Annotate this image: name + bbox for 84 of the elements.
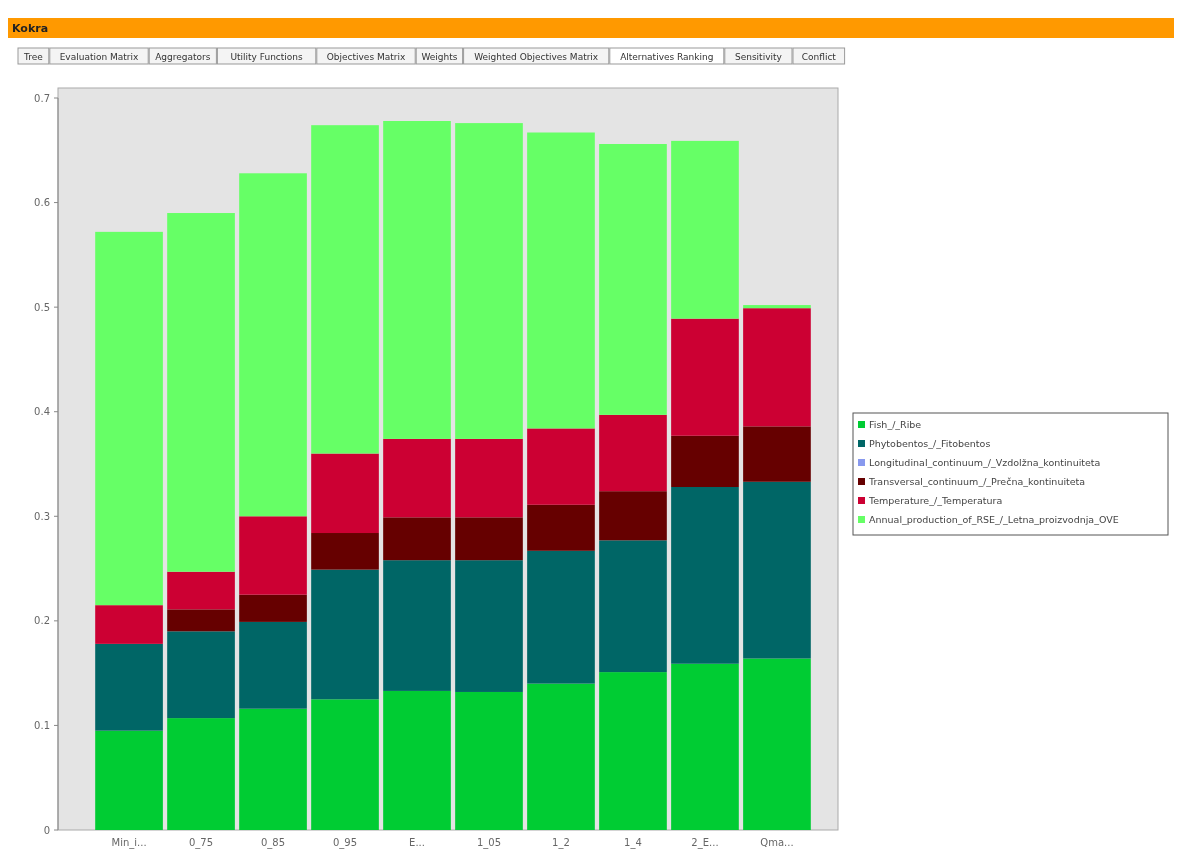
text: Utility Functions bbox=[230, 51, 304, 62]
bar bbox=[311, 125, 379, 454]
bar bbox=[239, 516, 307, 595]
bar bbox=[311, 453, 379, 534]
bar bbox=[599, 672, 667, 830]
bar bbox=[599, 144, 667, 415]
bar bbox=[671, 140, 739, 319]
bar bbox=[671, 487, 739, 664]
y-tick-label: 0.7 bbox=[34, 92, 50, 104]
bar bbox=[167, 631, 235, 719]
bar bbox=[239, 594, 307, 622]
bar bbox=[239, 621, 307, 709]
y-tick-label: 0.1 bbox=[34, 719, 50, 731]
bar bbox=[527, 428, 595, 505]
x-tick-label: 1_4 bbox=[624, 837, 642, 849]
bar bbox=[311, 533, 379, 570]
chart-title: Kokra bbox=[12, 22, 49, 35]
y-tick-label: 0.3 bbox=[34, 510, 50, 522]
bar bbox=[95, 231, 163, 606]
legend-label: Transversal_continuum_/_Prečna_kontinuiteta bbox=[868, 476, 1086, 487]
bar bbox=[455, 691, 523, 830]
legend-label: Phytobentos_/_Fitobentos bbox=[869, 438, 991, 449]
y-tick-label: 0.6 bbox=[34, 197, 50, 209]
bar bbox=[95, 730, 163, 830]
bar bbox=[743, 658, 811, 830]
bar bbox=[311, 569, 379, 700]
text: Aggregators bbox=[155, 51, 211, 62]
bar bbox=[599, 540, 667, 673]
text: Tree bbox=[23, 51, 44, 62]
bar bbox=[527, 504, 595, 551]
bar bbox=[743, 308, 811, 427]
bar bbox=[383, 438, 451, 518]
legend-label: Annual_production_of_RSE_/_Letna_proizvodnja_OVE bbox=[869, 514, 1119, 525]
legend-label: Temperature_/_Temperatura bbox=[868, 495, 1003, 506]
y-tick-label: 0.2 bbox=[34, 615, 50, 627]
x-tick-label: 2_E... bbox=[691, 837, 719, 849]
text: Conflict bbox=[801, 51, 837, 62]
text: Alternatives Ranking bbox=[620, 51, 714, 62]
text: Weighted Objectives Matrix bbox=[474, 51, 599, 62]
x-tick-label: 0_95 bbox=[332, 837, 358, 849]
bar bbox=[671, 318, 739, 436]
bar bbox=[95, 605, 163, 644]
bar bbox=[599, 491, 667, 541]
x-tick-label: 1_2 bbox=[552, 837, 570, 849]
y-tick-label: 0.4 bbox=[34, 406, 50, 418]
bar bbox=[95, 643, 163, 731]
text: Evaluation Matrix bbox=[59, 51, 140, 62]
bar bbox=[383, 690, 451, 830]
x-tick-label: 0_75 bbox=[188, 837, 214, 849]
bar bbox=[527, 550, 595, 684]
text: Weights bbox=[421, 51, 458, 62]
bar bbox=[311, 699, 379, 830]
bar bbox=[455, 517, 523, 561]
x-tick-label: E... bbox=[409, 837, 425, 848]
text: Sensitivity bbox=[734, 51, 783, 62]
legend-label: Longitudinal_continuum_/_Vzdolžna_kontinuiteta bbox=[869, 457, 1101, 468]
bar bbox=[455, 438, 523, 518]
bar bbox=[455, 560, 523, 692]
y-tick-label: 0 bbox=[43, 824, 50, 836]
bar bbox=[383, 560, 451, 691]
bar bbox=[383, 517, 451, 561]
bar bbox=[671, 435, 739, 488]
bar bbox=[527, 132, 595, 429]
bar bbox=[527, 683, 595, 830]
x-tick-label: Qma... bbox=[760, 837, 794, 848]
bar bbox=[743, 305, 811, 309]
bar bbox=[167, 213, 235, 572]
bar bbox=[167, 609, 235, 632]
x-tick-label: Min_i... bbox=[111, 837, 147, 849]
bar bbox=[167, 718, 235, 830]
bar bbox=[743, 481, 811, 659]
legend-label: Fish_/_Ribe bbox=[869, 419, 922, 430]
y-tick-label: 0.5 bbox=[34, 301, 50, 313]
bar bbox=[383, 121, 451, 439]
x-tick-label: 0_85 bbox=[260, 837, 286, 849]
x-tick-label: 1_05 bbox=[476, 837, 502, 849]
bar bbox=[239, 173, 307, 517]
bar bbox=[671, 663, 739, 830]
bar bbox=[455, 123, 523, 439]
bar bbox=[743, 426, 811, 482]
text: Objectives Matrix bbox=[326, 51, 406, 62]
bar bbox=[239, 708, 307, 830]
bar bbox=[167, 571, 235, 610]
bar bbox=[599, 414, 667, 492]
